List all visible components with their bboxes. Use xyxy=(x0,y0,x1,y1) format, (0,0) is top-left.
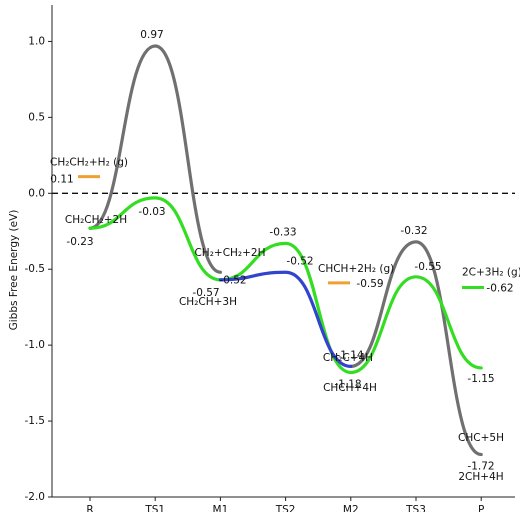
value-label: -0.23 xyxy=(66,236,93,248)
y-tick-label: -0.5 xyxy=(25,263,46,275)
y-tick-label: 1.0 xyxy=(28,35,45,47)
level-name: CH₂CH₂+H₂ (g) xyxy=(50,157,128,169)
species-label: CH₂CH₂+2H xyxy=(65,214,127,226)
y-tick-label: 0.5 xyxy=(28,111,45,123)
species-label: CHCH+4H xyxy=(323,382,377,394)
x-tick-label: R xyxy=(86,504,93,512)
level-value-label: -0.59 xyxy=(356,278,383,290)
value-label: -0.32 xyxy=(400,225,427,237)
y-tick-label: -2.0 xyxy=(25,491,46,503)
level-name: 2C+3H₂ (g) xyxy=(462,266,520,278)
energy-curve xyxy=(88,196,483,375)
energy-curve xyxy=(218,270,353,369)
value-label: -1.72 xyxy=(467,460,494,472)
x-tick-label: M1 xyxy=(213,504,229,512)
x-tick-label: TS1 xyxy=(144,504,165,512)
x-tick-label: M2 xyxy=(343,504,359,512)
value-label: -0.57 xyxy=(192,287,219,299)
y-axis-label: Gibbs Free Energy (eV) xyxy=(8,210,20,331)
x-tick-label: P xyxy=(478,504,484,512)
value-label: 0.97 xyxy=(140,29,163,41)
value-label: -0.52 xyxy=(219,274,246,286)
value-label: -1.18 xyxy=(334,378,361,390)
value-label: -0.55 xyxy=(414,261,441,273)
y-tick-label: -1.5 xyxy=(25,415,46,427)
level-name: CHCH+2H₂ (g) xyxy=(318,263,394,275)
y-tick-label: -1.0 xyxy=(25,339,46,351)
value-label: -0.03 xyxy=(138,206,165,218)
species-label: CH₂CH+3H xyxy=(179,296,237,308)
y-tick-label: 0.0 xyxy=(28,187,45,199)
species-label: CHC+5H xyxy=(458,432,504,444)
x-tick-label: TS2 xyxy=(275,504,296,512)
x-tick-label: TS3 xyxy=(405,504,426,512)
value-label: -1.15 xyxy=(467,373,494,385)
value-label: -0.33 xyxy=(269,226,296,238)
level-value-label: 0.11 xyxy=(50,174,73,186)
species-label: CH₂+CH₂+2H xyxy=(194,247,265,259)
value-label: -1.14 xyxy=(336,349,363,361)
value-label: -0.52 xyxy=(286,255,313,267)
level-value-label: -0.62 xyxy=(486,282,513,294)
species-label: CH₂C+4H xyxy=(323,352,373,364)
species-label: 2CH+4H xyxy=(458,471,503,483)
energy-curve xyxy=(88,44,483,457)
